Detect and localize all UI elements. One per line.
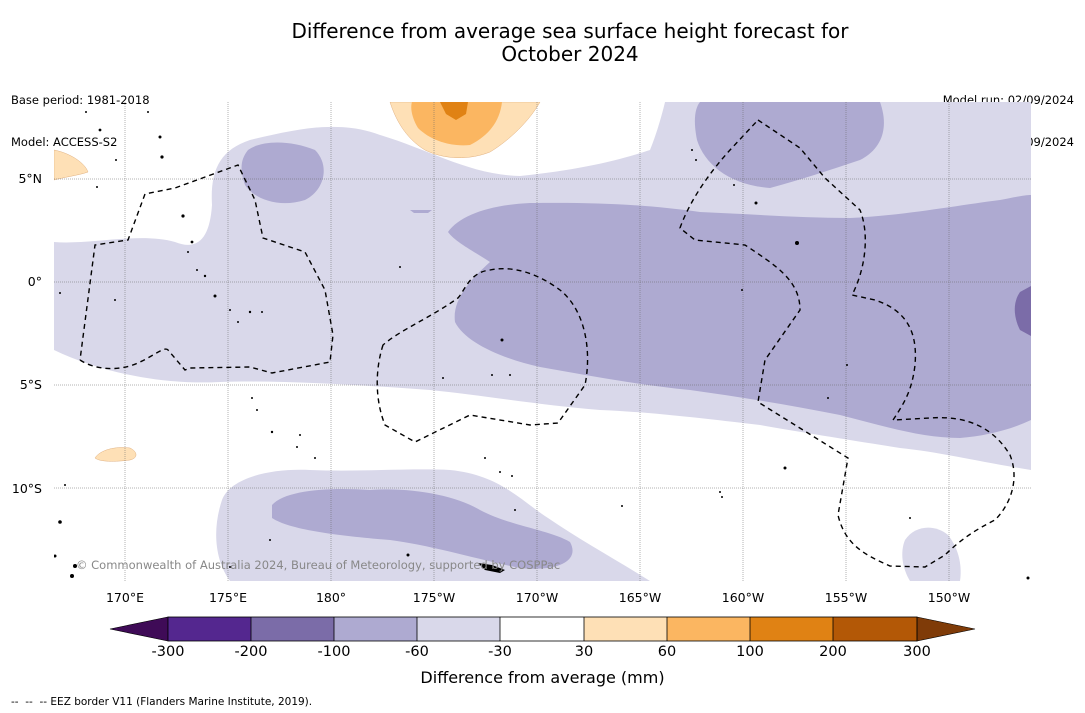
colorbar-segment-1 — [168, 617, 251, 641]
colorbar-segment-8 — [750, 617, 833, 641]
colorbar-segment-2 — [251, 617, 334, 641]
lon-label-155w: 155°W — [824, 590, 868, 605]
map-title-line2: October 2024 — [501, 42, 639, 66]
lat-label-5s: 5°S — [19, 377, 42, 392]
colorbar-tick-label: 30 — [574, 644, 594, 660]
lon-label-160w: 160°W — [721, 590, 765, 605]
colorbar-tick-label: 60 — [657, 644, 677, 660]
anomaly-dark-purple-region — [1014, 286, 1031, 336]
lon-label-170e: 170°E — [105, 590, 144, 605]
colorbar-tick-label: -60 — [405, 644, 429, 660]
meta-left: Base period: 1981-2018 Model: ACCESS-S2 — [11, 65, 150, 163]
lat-label-0: 0° — [27, 274, 42, 289]
colorbar-extend-low — [109, 616, 169, 642]
model-text: Model: ACCESS-S2 — [11, 135, 118, 149]
colorbar-tick-label: -30 — [488, 644, 512, 660]
colorbar-tick-label: -100 — [317, 644, 351, 660]
lat-label-10s: 10°S — [11, 481, 42, 496]
lon-label-150w: 150°W — [927, 590, 971, 605]
colorbar-tick-label: 200 — [819, 644, 847, 660]
colorbar-tick-label: 300 — [903, 644, 931, 660]
colorbar-label: Difference from average (mm) — [420, 668, 665, 687]
colorbar-dividers — [250, 617, 834, 641]
anomaly-light-orange-region-southwest — [94, 447, 137, 462]
colorbar-segment-5 — [500, 617, 584, 641]
lon-label-175e: 175°E — [208, 590, 247, 605]
colorbar-tick-label: 100 — [736, 644, 764, 660]
colorbar-segment-3 — [334, 617, 417, 641]
colorbar-outline — [167, 616, 918, 642]
copyright-text: © Commonwealth of Australia 2024, Bureau… — [76, 558, 561, 572]
lon-label-170w: 170°W — [515, 590, 559, 605]
lon-label-165w: 165°W — [618, 590, 662, 605]
lon-label-180: 180° — [315, 590, 347, 605]
anomaly-dark-orange-region — [440, 102, 468, 120]
eez-borders — [79, 119, 1015, 568]
map-plot-area — [54, 102, 1031, 581]
lon-label-175w: 175°W — [412, 590, 456, 605]
anomaly-light-orange-region-west — [54, 149, 89, 181]
colorbar-tick-label: -300 — [151, 644, 185, 660]
colorbar-segment-6 — [584, 617, 667, 641]
colorbar-segment-7 — [667, 617, 750, 641]
map-title-line1: Difference from average sea surface heig… — [291, 19, 849, 43]
map-title: Difference from average sea surface heig… — [0, 20, 1085, 66]
colorbar-segment-4 — [417, 617, 500, 641]
gridlines — [54, 102, 1031, 581]
colorbar — [109, 616, 976, 642]
colorbar-tick-label: -200 — [234, 644, 268, 660]
anomaly-mid-purple-region — [241, 102, 1031, 569]
island-markers — [54, 111, 1030, 580]
colorbar-extend-high — [916, 616, 976, 642]
base-period-text: Base period: 1981-2018 — [11, 93, 150, 107]
colorbar-segment-9 — [833, 617, 917, 641]
lat-label-5n: 5°N — [18, 171, 42, 186]
eez-footnote: -- -- -- EEZ border V11 (Flanders Marine… — [11, 696, 313, 708]
